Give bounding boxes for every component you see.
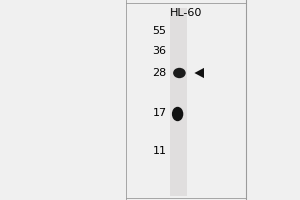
Ellipse shape bbox=[172, 107, 183, 121]
Text: 55: 55 bbox=[152, 26, 167, 36]
Text: HL-60: HL-60 bbox=[170, 8, 202, 18]
Text: 17: 17 bbox=[152, 108, 167, 118]
Text: 36: 36 bbox=[152, 46, 167, 56]
Text: 28: 28 bbox=[152, 68, 167, 78]
Bar bbox=[170, 8, 187, 196]
Text: 11: 11 bbox=[152, 146, 167, 156]
Ellipse shape bbox=[173, 68, 186, 78]
Polygon shape bbox=[194, 68, 204, 78]
